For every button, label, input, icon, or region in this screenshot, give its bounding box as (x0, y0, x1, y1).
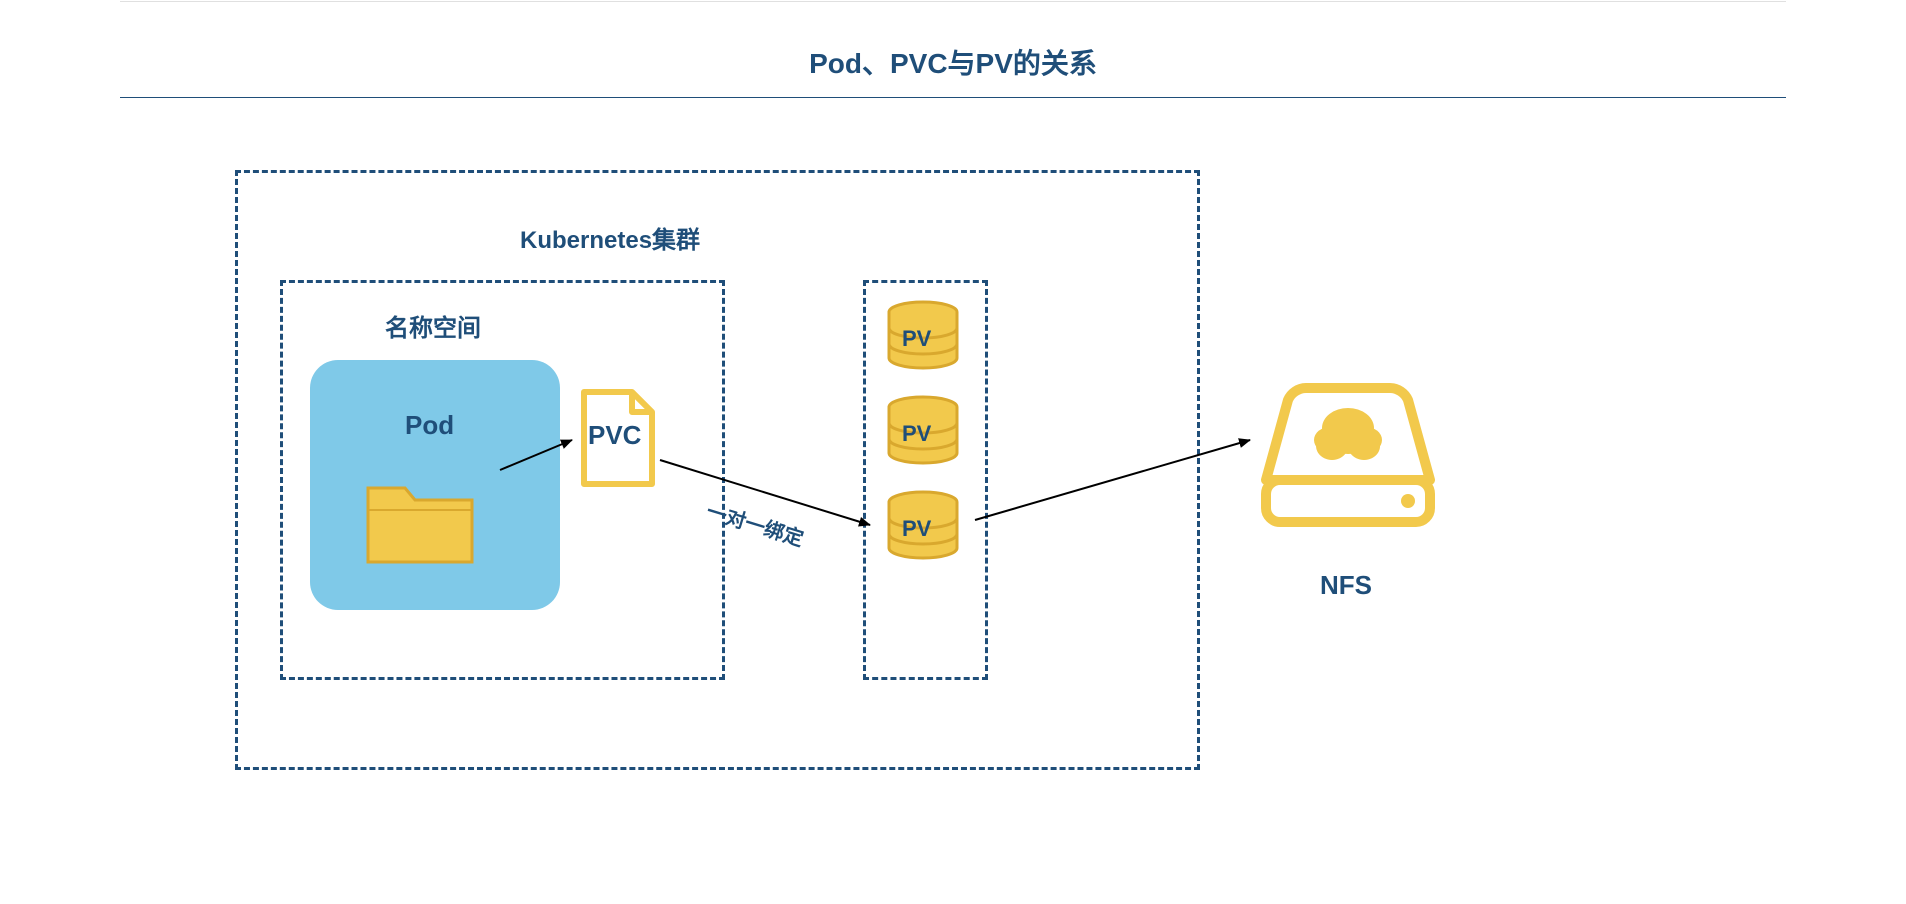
title-underline (120, 97, 1786, 98)
pv-label: PV (902, 326, 931, 352)
cluster-label: Kubernetes集群 (520, 220, 700, 255)
namespace-label: 名称空间 (385, 308, 481, 343)
folder-icon (360, 470, 480, 570)
pvc-label: PVC (588, 420, 641, 451)
nfs-storage-icon (1258, 380, 1438, 530)
diagram-canvas: Pod、PVC与PV的关系 Kubernetes集群 名称空间 Pod PVC … (0, 0, 1906, 904)
diagram-title: Pod、PVC与PV的关系 (0, 42, 1906, 82)
nfs-label: NFS (1320, 570, 1372, 601)
pv-label: PV (902, 516, 931, 542)
pv-label: PV (902, 421, 931, 447)
top-border-rule (120, 1, 1786, 2)
pod-label: Pod (405, 410, 454, 441)
